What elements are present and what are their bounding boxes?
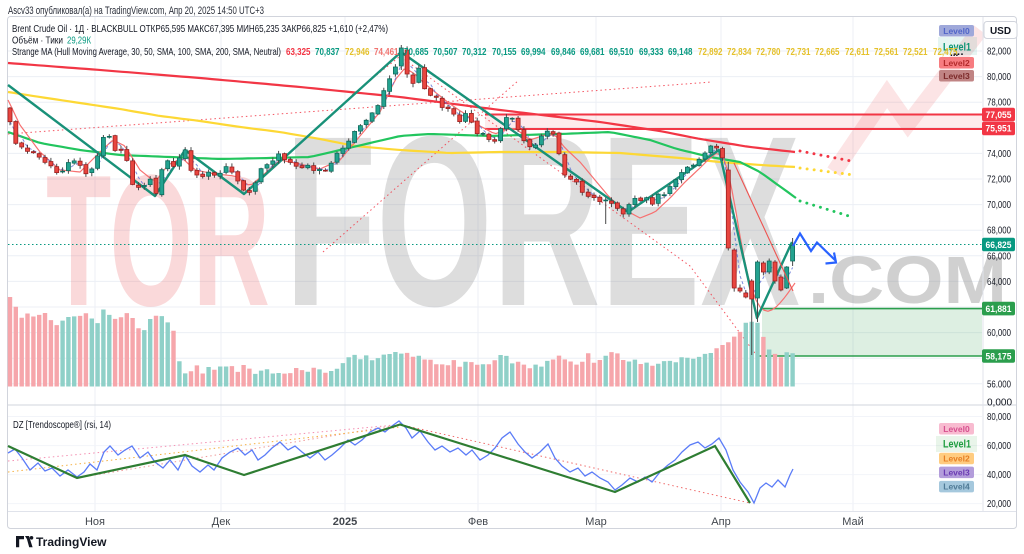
svg-text:72,611: 72,611 [845, 46, 870, 58]
svg-text:FOREX: FOREX [285, 86, 800, 357]
svg-text:66,000: 66,000 [987, 251, 1011, 262]
svg-text:72,521: 72,521 [903, 46, 928, 58]
svg-text:Level3: Level3 [943, 467, 970, 477]
svg-text:74,000: 74,000 [987, 149, 1011, 160]
svg-text:Мар: Мар [585, 516, 607, 528]
svg-text:72,731: 72,731 [786, 46, 811, 58]
svg-text:Level2: Level2 [943, 58, 970, 68]
svg-text:Фев: Фев [468, 516, 488, 528]
svg-text:Level3: Level3 [943, 71, 970, 81]
svg-text:80,000: 80,000 [987, 412, 1011, 423]
svg-text:Level4: Level4 [943, 482, 970, 492]
svg-text:75,951: 75,951 [986, 124, 1013, 135]
svg-text:Level0: Level0 [943, 424, 970, 434]
svg-text:70,837: 70,837 [315, 46, 340, 58]
svg-text:69,148: 69,148 [668, 46, 693, 58]
svg-text:Дек: Дек [212, 516, 231, 528]
svg-text:61,881: 61,881 [986, 304, 1013, 315]
svg-text:69,681: 69,681 [580, 46, 605, 58]
svg-text:USD: USD [990, 26, 1011, 37]
svg-text:Level1: Level1 [943, 42, 971, 54]
svg-text:63,325: 63,325 [286, 46, 311, 58]
svg-text:72,000: 72,000 [987, 175, 1011, 186]
svg-text:72,561: 72,561 [874, 46, 899, 58]
svg-text:2025: 2025 [333, 516, 357, 528]
svg-text:Ascv33 опубликовал(а) на Tradi: Ascv33 опубликовал(а) на TradingView.com… [8, 5, 264, 17]
svg-text:Level0: Level0 [943, 26, 970, 36]
svg-text:70,312: 70,312 [462, 46, 487, 58]
svg-text:70,507: 70,507 [433, 46, 458, 58]
svg-text:72,892: 72,892 [698, 46, 723, 58]
svg-text:80,000: 80,000 [987, 72, 1011, 83]
svg-text:DZ [Trendoscope®] (rsi, 14): DZ [Trendoscope®] (rsi, 14) [13, 419, 111, 431]
svg-text:Ноя: Ноя [85, 516, 105, 528]
svg-text:Strange MA (Hull Moving Averag: Strange MA (Hull Moving Average, 30, 50,… [12, 46, 281, 58]
svg-text:20,000: 20,000 [987, 499, 1011, 510]
svg-text:...: ... [950, 48, 959, 59]
svg-text:69,333: 69,333 [639, 46, 664, 58]
svg-text:.COM: .COM [808, 243, 1007, 318]
svg-text:74,461: 74,461 [374, 46, 399, 58]
svg-text:72,946: 72,946 [345, 46, 370, 58]
svg-text:29,29К: 29,29К [67, 35, 92, 47]
svg-text:70,155: 70,155 [492, 46, 517, 58]
svg-text:60,000: 60,000 [987, 441, 1011, 452]
svg-text:72,834: 72,834 [727, 46, 752, 58]
svg-text:78,000: 78,000 [987, 98, 1011, 109]
svg-text:69,510: 69,510 [609, 46, 634, 58]
svg-text:64,000: 64,000 [987, 277, 1011, 288]
svg-text:Level2: Level2 [943, 454, 970, 464]
svg-text:Май: Май [842, 516, 864, 528]
svg-text:40,000: 40,000 [987, 470, 1011, 481]
svg-text:Level1: Level1 [943, 439, 971, 451]
svg-text:69,846: 69,846 [551, 46, 576, 58]
svg-text:72,665: 72,665 [815, 46, 840, 58]
svg-text:…: … [953, 46, 964, 58]
svg-text:Объём · Тики: Объём · Тики [12, 35, 63, 47]
svg-text:58,175: 58,175 [986, 351, 1013, 362]
svg-text:72,780: 72,780 [756, 46, 781, 58]
svg-text:70,685: 70,685 [404, 46, 429, 58]
svg-text:69,994: 69,994 [521, 46, 546, 58]
svg-text:60,000: 60,000 [987, 328, 1011, 339]
svg-text:Brent Crude Oil · 1Д · BLACKBU: Brent Crude Oil · 1Д · BLACKBULL ОТКР65,… [12, 23, 388, 35]
svg-text:68,000: 68,000 [987, 226, 1011, 237]
svg-text:66,825: 66,825 [986, 240, 1013, 251]
svg-text:0,000: 0,000 [987, 398, 1012, 409]
svg-text:72,475: 72,475 [933, 46, 958, 58]
svg-text:56.000: 56.000 [987, 379, 1011, 390]
svg-text:Апр: Апр [711, 516, 730, 528]
svg-text:TradingView: TradingView [36, 535, 107, 549]
svg-text:70,000: 70,000 [987, 200, 1011, 211]
svg-text:77,055: 77,055 [986, 110, 1013, 121]
svg-text:82,000: 82,000 [987, 47, 1011, 58]
